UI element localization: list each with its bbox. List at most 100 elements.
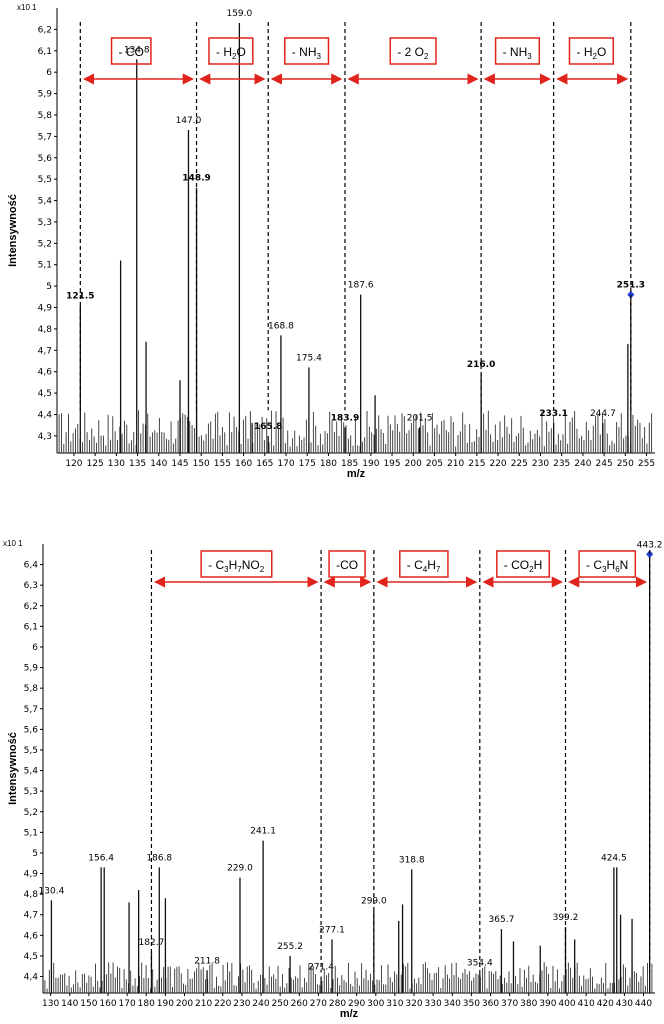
x-tick-label: 235 <box>553 459 570 469</box>
loss-label: - NH3 <box>292 45 322 61</box>
y-tick-label: 5,7 <box>38 132 52 142</box>
x-tick-label: 160 <box>235 459 252 469</box>
x-tick-label: 250 <box>272 999 289 1009</box>
y-tick-label: 5,8 <box>38 111 53 121</box>
peak-label: 187.6 <box>348 281 374 291</box>
y-tick-label: 6 <box>46 68 52 78</box>
x-tick-label: 360 <box>482 999 499 1009</box>
loss-label: - H2O <box>576 45 606 61</box>
y-tick-label: 4,4 <box>24 973 39 983</box>
x-tick-label: 220 <box>489 459 506 469</box>
x-tick-label: 200 <box>405 459 422 469</box>
y-tick-label: 5 <box>46 282 52 292</box>
x-tick-label: 410 <box>578 999 595 1009</box>
y-tick-label: 4,6 <box>24 931 39 941</box>
loss-label: - C3H6N <box>586 558 628 574</box>
x-tick-label: 170 <box>119 999 136 1009</box>
x-tick-label: 370 <box>501 999 518 1009</box>
y-tick-label: 5,1 <box>38 261 52 271</box>
x-tick-label: 190 <box>362 459 379 469</box>
loss-label: - C4H7 <box>407 558 441 574</box>
x-tick-label: 145 <box>171 459 188 469</box>
peak-label: 183.9 <box>331 413 359 423</box>
loss-label: - H2O <box>216 45 246 61</box>
peak-label: 424.5 <box>601 853 627 863</box>
y-tick-label: 5,1 <box>24 828 38 838</box>
x-tick-label: 140 <box>61 999 78 1009</box>
loss-label: -CO <box>336 558 358 572</box>
x-tick-label: 230 <box>532 459 549 469</box>
peak-label: 399.2 <box>553 913 579 923</box>
x-tick-label: 260 <box>291 999 308 1009</box>
loss-label: - CO2H <box>504 558 542 574</box>
x-tick-label: 400 <box>558 999 575 1009</box>
loss-box <box>208 37 254 65</box>
y-tick-label: 6,4 <box>24 561 39 571</box>
x-tick-label: 245 <box>596 459 613 469</box>
y-tick-label: 5,2 <box>24 808 38 818</box>
x-tick-label: 160 <box>99 999 116 1009</box>
x-tick-label: 195 <box>383 459 400 469</box>
spectrum-panel-2: x10 1 4,4 4,5 4,6 4,7 4,8 4,9 5 5,1 5,2 5,3 5,4 5,5 5… <box>3 539 663 1020</box>
y-tick-label: 4,6 <box>38 368 53 378</box>
y-tick-label: 5,9 <box>38 90 53 100</box>
x-tick-label: 210 <box>195 999 212 1009</box>
peak-label: 156.4 <box>88 853 114 863</box>
peak-label: 241.1 <box>250 827 276 837</box>
loss-label: - 2 O2 <box>397 45 429 61</box>
x-tick-label: 165 <box>256 459 273 469</box>
spectrum-panel-1: x10 1 4,3 4,4 4,5 4,6 4,7 4,8 4,9 5 5,1 5,2 5,3 5,4 5… <box>7 3 655 480</box>
peak-label: 134.8 <box>124 45 150 55</box>
x-tick-label: 130 <box>42 999 59 1009</box>
x-tick-label: 190 <box>157 999 174 1009</box>
x-tick-label: 380 <box>520 999 537 1009</box>
y-tick-label: 5,2 <box>38 239 52 249</box>
x-tick-label: 180 <box>138 999 155 1009</box>
x-tick-label: 215 <box>468 459 485 469</box>
peak-label: 186.8 <box>146 853 172 863</box>
base-peak-marker <box>646 550 654 559</box>
y-tick-label: 6,2 <box>38 25 52 35</box>
peak-label: 130.4 <box>39 886 65 896</box>
x-tick-label: 200 <box>176 999 193 1009</box>
y-tick-label: 4,4 <box>38 410 53 420</box>
peak-label: 271.4 <box>308 963 334 973</box>
x-axis-label: m/z <box>347 468 366 480</box>
x-tick-label: 340 <box>444 999 461 1009</box>
y-axis-label: Intensywność <box>7 194 19 267</box>
y-tick-label: 4,3 <box>38 432 52 442</box>
y-tick-label: 5,4 <box>24 767 39 777</box>
x-tick-label: 280 <box>329 999 346 1009</box>
loss-label: - NH3 <box>503 45 533 61</box>
x-tick-label: 180 <box>320 459 337 469</box>
x-tick-label: 255 <box>638 459 655 469</box>
peak-label: 233.1 <box>539 409 567 419</box>
y-tick-label: 6 <box>32 643 38 653</box>
x-tick-label: 170 <box>277 459 294 469</box>
x-tick-label: 135 <box>129 459 146 469</box>
x-tick-label: 130 <box>108 459 125 469</box>
loss-box <box>494 37 541 65</box>
x-tick-label: 300 <box>367 999 384 1009</box>
x-tick-label: 125 <box>87 459 104 469</box>
peak-label: 216.0 <box>467 360 495 370</box>
x-tick-label: 350 <box>463 999 480 1009</box>
x-tick-label: 240 <box>574 459 591 469</box>
x-tick-label: 390 <box>539 999 556 1009</box>
y-axis-label: Intensywność <box>7 732 19 805</box>
loss-box <box>568 37 615 65</box>
loss-box <box>496 550 551 578</box>
y-tick-label: 5,4 <box>38 197 53 207</box>
x-tick-label: 175 <box>299 459 316 469</box>
y-tick-label: 5,5 <box>24 746 38 756</box>
x-tick-label: 270 <box>310 999 327 1009</box>
loss-label: - CO <box>119 45 144 59</box>
loss-box <box>284 37 330 65</box>
x-tick-label: 290 <box>348 999 365 1009</box>
y-tick-label: 4,8 <box>38 325 53 335</box>
x-tick-label: 220 <box>214 999 231 1009</box>
x-tick-label: 310 <box>386 999 403 1009</box>
x-tick-label: 120 <box>65 459 82 469</box>
loss-box <box>389 37 437 65</box>
